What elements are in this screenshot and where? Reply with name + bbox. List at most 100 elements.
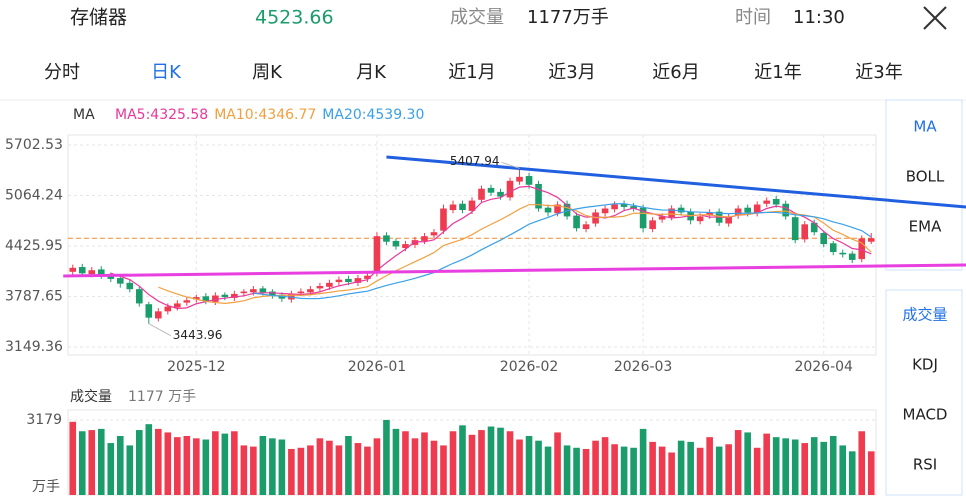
volume-bar	[316, 438, 324, 495]
volume-bar	[848, 451, 856, 495]
main-indicator[interactable]: BOLL	[906, 168, 945, 186]
candle-body	[240, 291, 248, 294]
volume-bar	[516, 439, 523, 495]
period-tab[interactable]: 近3年	[855, 62, 902, 83]
candle-body	[649, 220, 656, 230]
sub-indicator[interactable]: 成交量	[902, 306, 947, 324]
volume-bar	[478, 430, 485, 495]
volume-bar	[212, 431, 219, 495]
min-label: 3443.96	[173, 328, 223, 342]
main-indicator-panel	[885, 99, 963, 271]
candle-body	[326, 282, 333, 287]
candle-body	[392, 240, 400, 247]
legend-title: MA	[73, 107, 95, 123]
volume-bar	[421, 432, 428, 495]
candle-body	[155, 311, 162, 319]
volume-bar	[155, 428, 162, 495]
candle-body	[212, 295, 219, 302]
candle-body	[107, 274, 115, 279]
x-tick-label: 2026-01	[348, 359, 407, 375]
candle-body	[734, 208, 742, 216]
candle-body	[449, 204, 457, 211]
volume-value: 1177万手	[527, 7, 609, 28]
candle-body	[497, 191, 504, 197]
plot-frame	[67, 134, 877, 356]
x-tick-label: 2026-04	[794, 359, 853, 375]
main-indicator[interactable]: EMA	[909, 218, 942, 236]
candle-body	[525, 176, 533, 185]
volume-bar	[88, 430, 96, 495]
volume-bar	[573, 447, 580, 495]
volume-bar	[535, 440, 542, 495]
candle-body	[782, 203, 789, 217]
period-tab[interactable]: 月K	[356, 62, 387, 83]
period-tab[interactable]: 近6月	[652, 62, 699, 83]
volume-bar	[174, 437, 181, 495]
volume-bar	[97, 428, 105, 495]
legend-entry: MA5:4325.58	[115, 107, 208, 123]
sub-indicator[interactable]: KDJ	[912, 356, 938, 374]
candle-body	[269, 291, 276, 296]
main-indicator[interactable]: MA	[913, 118, 937, 136]
candle-body	[801, 224, 809, 240]
sub-indicator[interactable]: MACD	[903, 406, 948, 424]
volume-bar	[288, 448, 295, 495]
candle-body	[259, 288, 267, 293]
trend-line	[386, 155, 966, 209]
volume-bar	[259, 435, 267, 495]
candle-body	[78, 267, 86, 274]
candle-body	[744, 207, 751, 213]
volume-bar	[582, 448, 590, 495]
period-tab[interactable]: 日K	[151, 62, 182, 83]
candle-body	[563, 203, 571, 217]
volume-bar	[269, 438, 276, 495]
volume-bar	[620, 446, 628, 495]
volume-bar	[116, 435, 124, 495]
close-button[interactable]	[923, 6, 947, 30]
volume-subtitle: 1177 万手	[128, 389, 196, 405]
volume-bar	[449, 431, 457, 495]
candle-body	[297, 291, 305, 294]
sub-indicator[interactable]: RSI	[913, 456, 937, 474]
period-tab[interactable]: 分时	[44, 62, 80, 83]
y-tick-label: 3149.36	[5, 339, 63, 355]
volume-bar	[411, 438, 419, 495]
volume-bar	[383, 419, 390, 495]
volume-bar	[335, 445, 343, 495]
volume-bar	[782, 438, 789, 495]
volume-bar	[135, 430, 143, 495]
candle-body	[174, 303, 181, 308]
volume-bar	[307, 445, 314, 495]
candle-body	[459, 203, 466, 211]
volume-bar	[506, 431, 514, 495]
volume-bar	[459, 425, 466, 495]
candle-body	[221, 294, 229, 298]
period-tab[interactable]: 近1月	[448, 62, 495, 83]
period-tab[interactable]: 近1年	[754, 62, 801, 83]
candle-body	[402, 244, 409, 249]
candle-body	[421, 236, 428, 241]
candle-body	[97, 269, 105, 276]
x-tick-label: 2025-12	[167, 359, 226, 375]
candle-body	[202, 296, 210, 302]
volume-bar	[345, 435, 352, 495]
period-tab[interactable]: 近3月	[548, 62, 595, 83]
y-tick-label: 5064.24	[5, 187, 63, 203]
y-tick-label: 4425.95	[5, 238, 63, 254]
candle-body	[582, 224, 590, 230]
candle-body	[639, 207, 647, 229]
volume-bar	[763, 433, 770, 495]
volume-bar	[430, 440, 438, 495]
volume-bar	[753, 447, 761, 495]
candle-body	[135, 289, 143, 304]
volume-bar	[468, 434, 476, 495]
volume-bar	[145, 424, 153, 495]
volume-bar	[658, 446, 666, 495]
candle-body	[839, 252, 847, 255]
candle-body	[696, 216, 704, 222]
volume-bar	[858, 431, 866, 495]
candle-body	[858, 238, 866, 260]
candle-body	[250, 289, 257, 293]
period-tab[interactable]: 周K	[252, 62, 283, 83]
